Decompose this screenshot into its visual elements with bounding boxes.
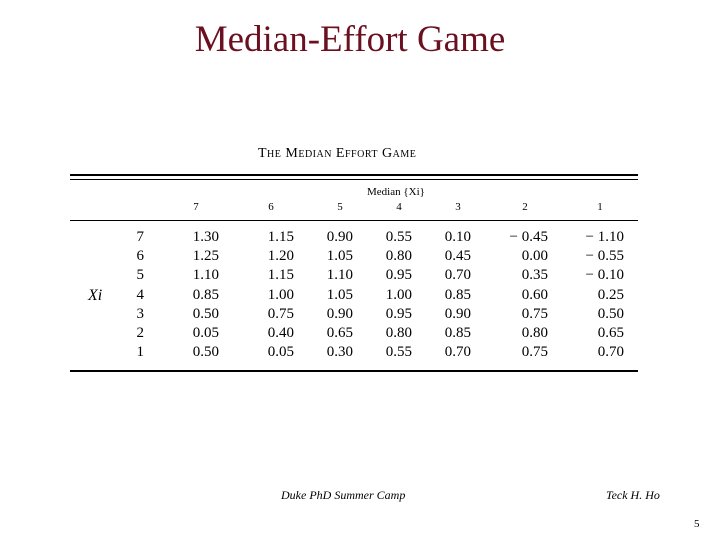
table-cell: 1.00: [385, 286, 412, 303]
column-header: 7: [193, 201, 199, 213]
slide-title: Median-Effort Game: [194, 19, 506, 60]
table-bottom-rule: [70, 370, 638, 372]
table-cell: 0.00: [521, 248, 548, 265]
table-cell: − 0.55: [585, 248, 624, 265]
table-cell: 0.35: [521, 267, 548, 284]
row-label: 2: [136, 325, 145, 341]
table-cell: 0.90: [326, 305, 353, 322]
row-label: 7: [136, 229, 145, 245]
table-cell: 1.05: [326, 248, 353, 265]
column-header: 1: [597, 201, 603, 213]
column-header: 3: [455, 201, 461, 213]
table-cell: 1.05: [326, 286, 353, 303]
table-top-rule: [70, 174, 638, 176]
footer-author: Teck H. Ho: [606, 488, 660, 502]
table-cell: 0.70: [444, 344, 471, 361]
row-label: 1: [136, 344, 145, 361]
median-column-header: Median {Xi}: [367, 186, 425, 198]
table-cell: 0.95: [385, 267, 412, 284]
row-label: 6: [136, 248, 145, 265]
table-cell: 1.25: [192, 248, 219, 265]
column-header: 4: [396, 201, 402, 213]
table-cell: 0.95: [385, 305, 412, 322]
table-caption: The Median Effort Game: [258, 146, 417, 161]
table-cell: 0.55: [385, 344, 412, 361]
table-cell: 0.85: [192, 286, 219, 303]
page-number: 5: [694, 518, 700, 530]
table-cell: − 0.10: [585, 267, 624, 284]
table-cell: 0.05: [192, 325, 219, 341]
column-header: 5: [337, 201, 343, 213]
table-cell: 0.85: [444, 325, 471, 341]
table-cell: 0.45: [444, 248, 471, 265]
table-cell: 0.65: [326, 325, 353, 341]
table-cell: 0.75: [267, 305, 294, 322]
table-cell: 0.50: [192, 344, 219, 361]
table-cell: 1.15: [267, 229, 294, 245]
table-cell: 0.80: [385, 248, 412, 265]
table-cell: 0.90: [444, 305, 471, 322]
table-cell: 0.65: [597, 325, 624, 341]
table-cell: 1.10: [192, 267, 219, 284]
row-axis-label: Xi: [88, 287, 103, 304]
table-cell: 0.50: [597, 305, 624, 322]
table-cell: 0.10: [444, 229, 471, 245]
row-label: 5: [136, 267, 145, 284]
table-top-rule-inner: [70, 179, 638, 180]
table-cell: 0.25: [597, 286, 624, 303]
footer-course: Duke PhD Summer Camp: [281, 488, 406, 502]
column-header: 6: [268, 201, 274, 213]
table-cell: 0.30: [326, 344, 353, 361]
table-cell: − 1.10: [585, 229, 624, 245]
table-cell: 1.10: [326, 267, 353, 284]
table-cell: 0.05: [267, 344, 294, 361]
table-cell: − 0.45: [509, 229, 548, 245]
table-cell: 0.90: [326, 229, 353, 245]
table-cell: 0.70: [444, 267, 471, 284]
row-label: 4: [136, 286, 145, 303]
table-cell: 1.15: [267, 267, 294, 284]
column-header: 2: [522, 201, 528, 213]
table-cell: 0.75: [521, 305, 548, 322]
table-cell: 1.30: [192, 229, 219, 245]
table-cell: 0.80: [385, 325, 412, 341]
header-divider: [70, 220, 638, 221]
row-label: 3: [136, 305, 145, 322]
table-cell: 1.00: [267, 286, 294, 303]
table-cell: 0.40: [267, 325, 294, 341]
table-cell: 0.55: [385, 229, 412, 245]
table-cell: 0.70: [597, 344, 624, 361]
table-cell: 0.75: [521, 344, 548, 361]
table-cell: 0.85: [444, 286, 471, 303]
table-cell: 1.20: [267, 248, 294, 265]
table-cell: 0.50: [192, 305, 219, 322]
table-cell: 0.60: [521, 286, 548, 303]
table-cell: 0.80: [521, 325, 548, 341]
